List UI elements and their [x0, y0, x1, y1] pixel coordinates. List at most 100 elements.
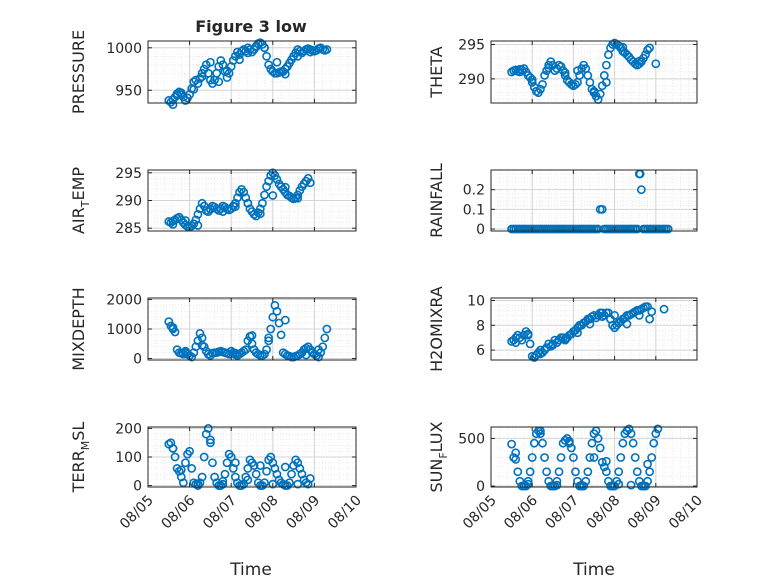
data-point [262, 51, 271, 61]
data-point [168, 444, 178, 453]
data-point [620, 224, 630, 234]
data-point [181, 458, 190, 468]
data-point [529, 224, 539, 234]
data-point [634, 59, 644, 69]
data-point [610, 310, 619, 320]
data-point [585, 453, 595, 462]
data-point [601, 77, 611, 87]
data-point [185, 446, 194, 456]
data-point [587, 224, 597, 234]
data-point [647, 307, 657, 317]
y-tick-label: 950 [115, 83, 142, 99]
y-tick-label: 0 [133, 352, 142, 368]
data-point [538, 438, 547, 448]
data-point [610, 481, 619, 491]
data-point [641, 50, 650, 60]
data-point [645, 43, 655, 53]
data-point [268, 458, 278, 468]
data-point [527, 453, 537, 462]
data-point [272, 175, 282, 184]
data-point [264, 336, 274, 346]
data-point [255, 461, 265, 470]
data-point [634, 310, 644, 320]
data-point [525, 339, 535, 349]
data-point [622, 319, 632, 329]
data-point [228, 464, 238, 473]
data-point [187, 221, 197, 231]
data-point [218, 207, 228, 216]
data-point [634, 56, 644, 66]
data-point [270, 464, 280, 473]
data-point [587, 438, 597, 448]
data-point [641, 481, 650, 491]
y-tick-label: 0 [476, 479, 485, 495]
y-tick-label: 200 [115, 421, 142, 437]
data-point [262, 466, 271, 476]
data-point [201, 429, 211, 439]
data-point [552, 480, 562, 490]
data-point [170, 452, 180, 462]
data-point [583, 467, 593, 477]
data-point [280, 462, 290, 472]
y-axis-label: SUNFLUX [427, 421, 450, 492]
data-point [164, 317, 174, 327]
data-point [293, 458, 303, 468]
series-markers [164, 168, 315, 232]
data-point [280, 69, 290, 79]
data-point [210, 472, 219, 482]
y-tick-label: 6 [476, 343, 485, 359]
data-point [280, 182, 290, 192]
x-axis-label-right: Time [572, 560, 615, 580]
axes-box [147, 40, 357, 104]
data-point [628, 224, 638, 234]
data-point [645, 467, 655, 477]
data-point [569, 453, 578, 462]
data-point [552, 476, 562, 486]
data-point [235, 55, 244, 65]
data-point [193, 221, 203, 230]
data-point [540, 71, 549, 80]
data-point [228, 56, 238, 65]
data-point [550, 224, 560, 234]
data-point [513, 224, 523, 234]
plot-area [148, 41, 356, 103]
data-point [193, 79, 203, 88]
data-point [527, 75, 537, 84]
data-point [249, 209, 259, 219]
data-point [507, 439, 516, 449]
data-point [571, 224, 580, 234]
y-tick-label: 100 [115, 450, 142, 466]
data-point [525, 224, 535, 234]
data-point [630, 453, 640, 462]
data-point [601, 60, 611, 70]
data-point [191, 215, 201, 225]
data-point [230, 198, 240, 208]
data-point [314, 44, 323, 54]
data-point [197, 472, 207, 482]
data-point [604, 224, 613, 234]
data-point [249, 461, 259, 470]
data-point [170, 327, 180, 337]
data-point [597, 457, 607, 467]
data-point [659, 304, 669, 314]
data-point [187, 352, 197, 362]
data-point [544, 339, 554, 349]
data-point [247, 331, 257, 340]
data-point [560, 334, 570, 344]
data-point [564, 436, 574, 446]
data-point [593, 434, 603, 443]
data-point [264, 60, 274, 70]
y-tick-label: 500 [458, 431, 485, 447]
data-point [575, 224, 584, 234]
axes-box [490, 40, 698, 104]
data-point [260, 478, 269, 488]
data-point [268, 191, 278, 200]
y-tick-label: 0 [476, 222, 485, 238]
axes-box [490, 169, 698, 232]
data-point [280, 315, 290, 325]
data-point [226, 452, 236, 462]
figure-title: Figure 3 low [195, 17, 307, 36]
data-point [597, 308, 607, 318]
data-point [511, 448, 521, 458]
panel-mixdepth: 0 1000 2000 MIXDEPTH [69, 287, 357, 371]
